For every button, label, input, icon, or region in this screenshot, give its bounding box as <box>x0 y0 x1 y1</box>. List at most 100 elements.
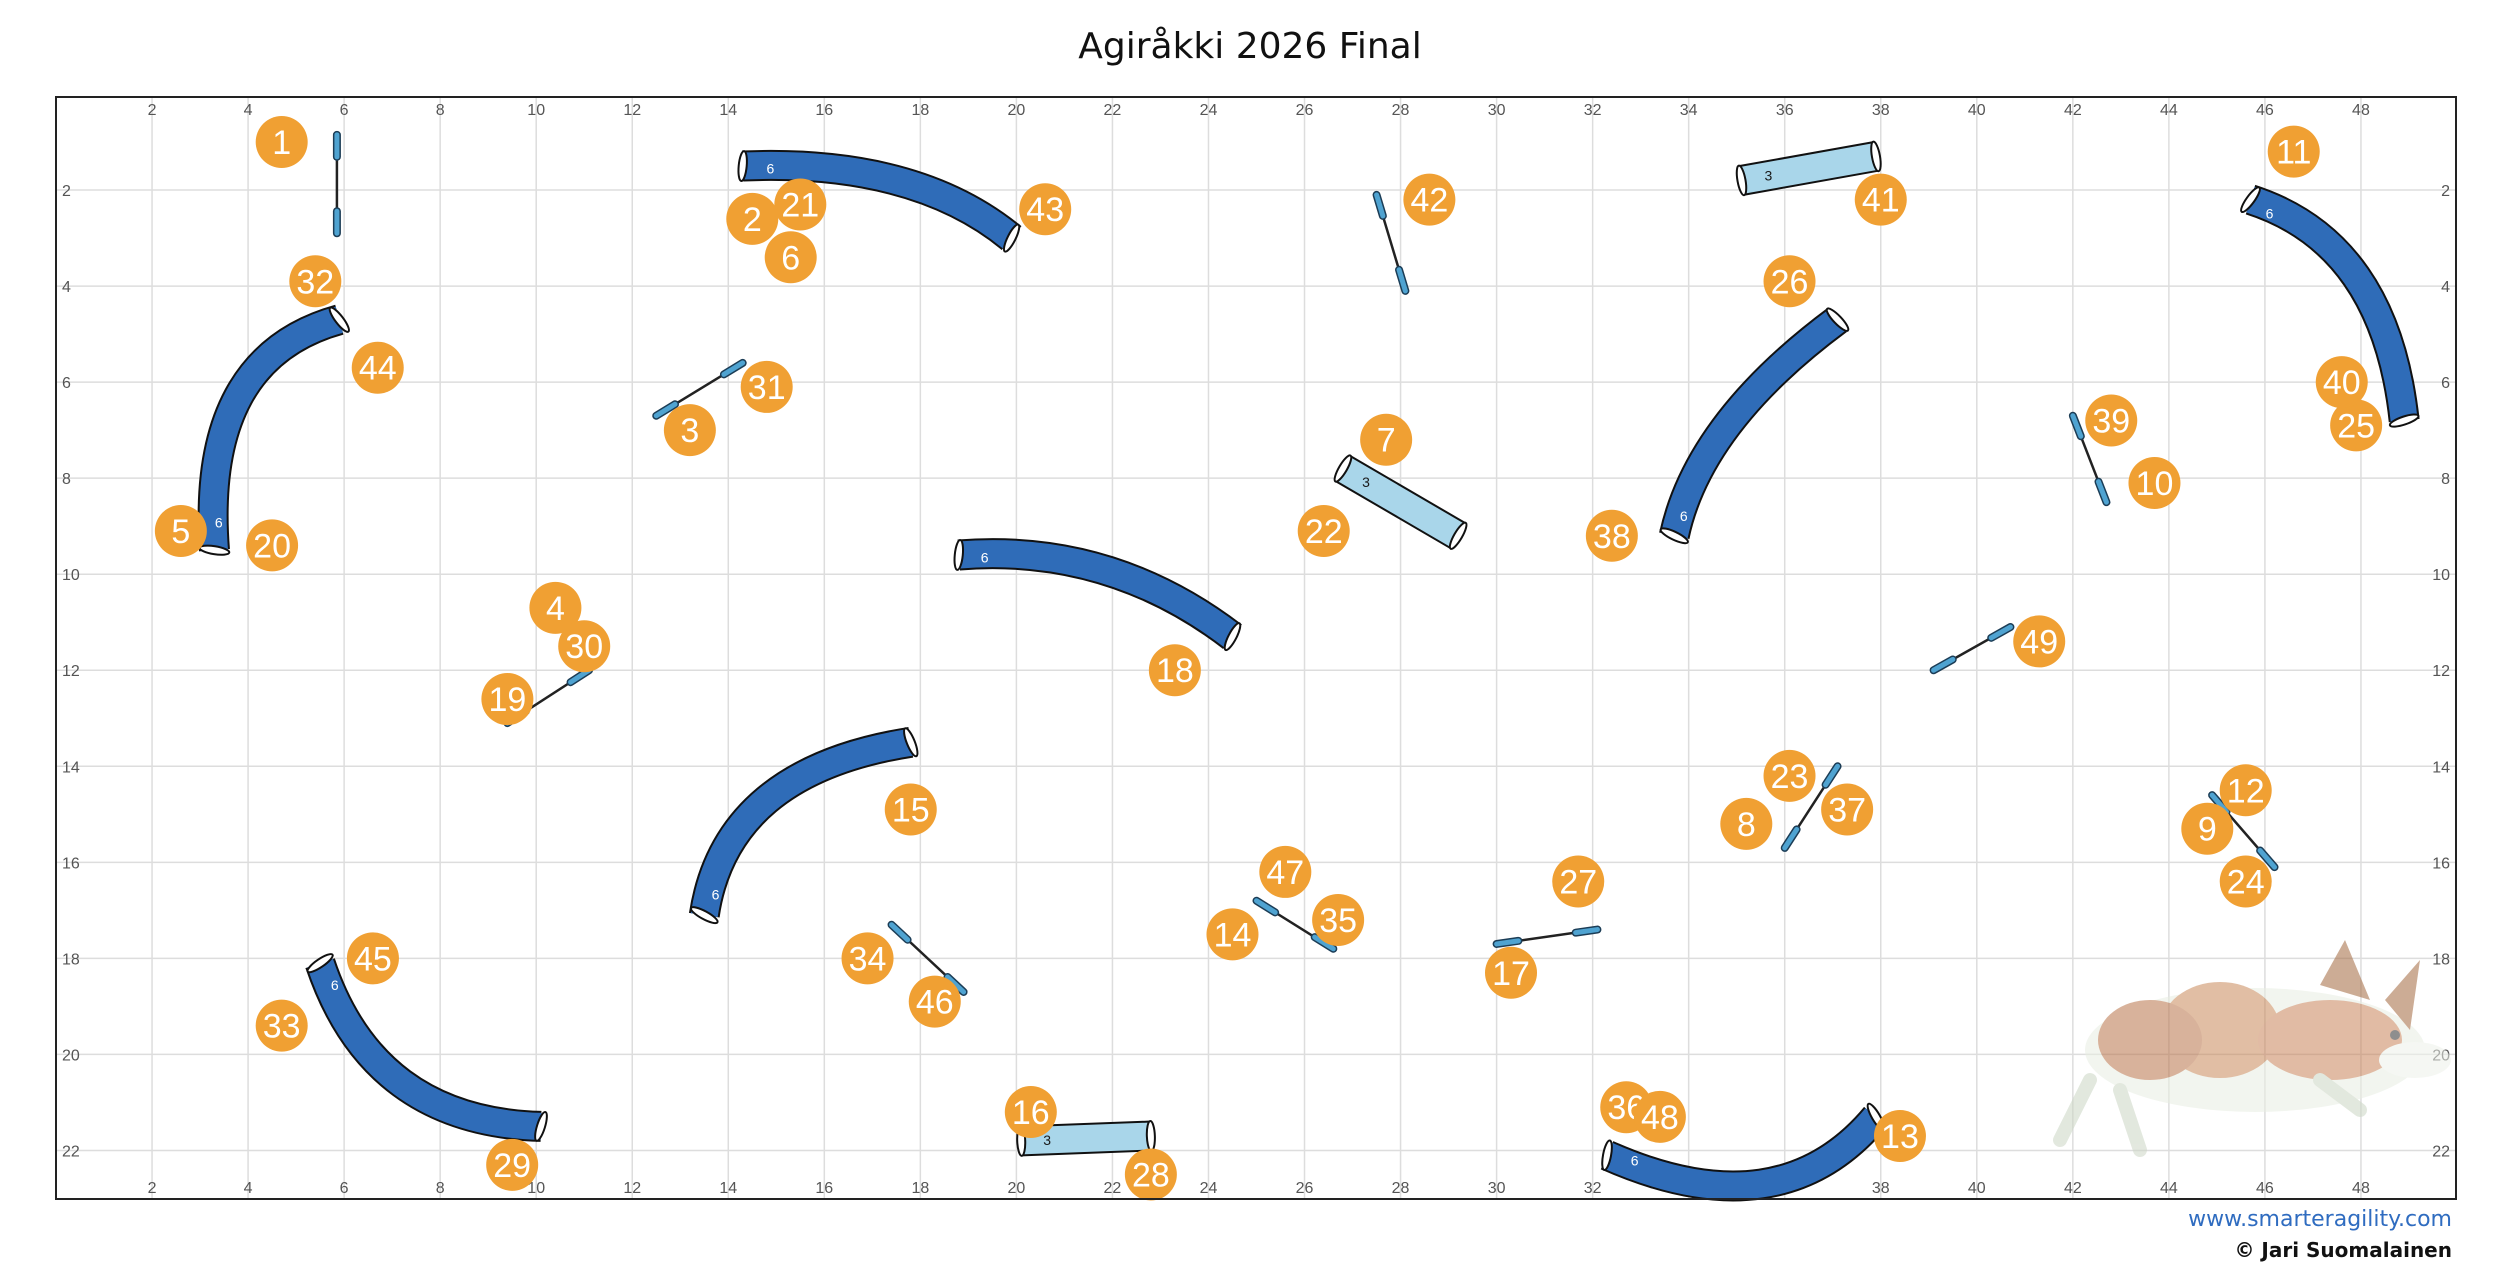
tunnel-opening <box>1333 454 1353 483</box>
y-tick-label-right: 18 <box>2432 951 2450 968</box>
grid-layer: 2244668810101212141416161818202022222424… <box>56 97 2456 1199</box>
x-tick-label-top: 20 <box>1008 102 1026 119</box>
x-tick-label-bottom: 30 <box>1488 1180 1506 1197</box>
jump-wing-fill <box>2095 479 2109 505</box>
obstacle-number: 13 <box>1881 1118 1919 1156</box>
tunnel-opening <box>737 150 748 182</box>
number-circle <box>1004 1086 1057 1139</box>
obstacle-number: 21 <box>781 186 819 224</box>
obstacle-number: 29 <box>493 1147 531 1185</box>
jump-wing-fill <box>1396 267 1408 294</box>
jump-wing-fill <box>1254 898 1278 915</box>
jump-wing-fill <box>568 667 592 685</box>
jump-wing-fill <box>944 974 967 995</box>
x-tick-label-bottom: 16 <box>815 1180 833 1197</box>
obstacle-number-badge: 15 <box>884 783 937 836</box>
number-circle <box>255 116 308 169</box>
straight-tunnel: 3 <box>1333 454 1468 550</box>
obstacle-number: 49 <box>2020 623 2058 661</box>
y-tick-label-right: 16 <box>2432 855 2450 872</box>
obstacle-number: 12 <box>2227 772 2265 810</box>
x-tick-label-bottom: 4 <box>244 1180 253 1197</box>
number-circle <box>529 581 582 634</box>
tunnel-length-label: 6 <box>766 161 774 177</box>
x-tick-label-top: 6 <box>340 102 349 119</box>
tunnel-length-label: 6 <box>712 886 720 902</box>
x-tick-label-bottom: 22 <box>1104 1180 1122 1197</box>
obstacle-number-badge: 1 <box>255 116 308 169</box>
y-tick-label-right: 22 <box>2432 1143 2450 1160</box>
tunnel-opening <box>1735 164 1748 197</box>
tunnel-opening <box>1870 140 1882 173</box>
obstacle-number: 37 <box>1828 791 1866 829</box>
tunnel-opening <box>1145 1120 1156 1153</box>
number-circle <box>2013 615 2066 668</box>
number-circle <box>558 620 611 673</box>
tunnel-body <box>690 728 913 918</box>
obstacle-number: 27 <box>1559 864 1597 902</box>
obstacle-number-badge: 43 <box>1019 183 1072 236</box>
tunnel-opening <box>689 906 719 925</box>
x-tick-label-top: 22 <box>1104 102 1122 119</box>
tunnel-body <box>742 151 1021 249</box>
obstacle-number-badge: 34 <box>841 932 894 985</box>
jump-obstacle <box>887 920 968 996</box>
straight-tunnel: 3 <box>1735 140 1882 197</box>
jump-wing-fill <box>889 922 911 943</box>
jump-obstacle <box>1252 896 1338 953</box>
curved-tunnel: 6 <box>305 953 548 1142</box>
obstacle-number-badge: 23 <box>1763 749 1816 802</box>
obstacle-number-badge: 13 <box>1873 1110 1926 1163</box>
website-link[interactable]: www.smarteragility.com <box>2188 1207 2452 1232</box>
number-circle <box>154 504 207 557</box>
x-tick-label-top: 4 <box>244 102 253 119</box>
number-circle <box>1206 908 1259 961</box>
x-tick-label-bottom: 26 <box>1296 1180 1314 1197</box>
obstacle-number-badge: 45 <box>346 932 399 985</box>
tunnel-body <box>1601 1108 1887 1200</box>
x-tick-label-bottom: 12 <box>623 1180 641 1197</box>
number-circle <box>246 519 299 572</box>
obstacle-number: 6 <box>781 239 800 277</box>
obstacle-number-badge: 22 <box>1297 504 1350 557</box>
x-tick-label-bottom: 24 <box>1200 1180 1218 1197</box>
x-tick-label-top: 38 <box>1872 102 1890 119</box>
x-tick-label-top: 44 <box>2160 102 2178 119</box>
obstacle-number: 14 <box>1214 916 1252 954</box>
curved-tunnel: 6 <box>1659 307 1850 545</box>
obstacle-number: 20 <box>253 527 291 565</box>
x-tick-label-bottom: 42 <box>2064 1180 2082 1197</box>
tunnel-opening <box>903 727 919 758</box>
curved-tunnel: 6 <box>737 149 1022 253</box>
obstacle-number-badge: 29 <box>486 1138 539 1191</box>
x-tick-label-bottom: 18 <box>911 1180 929 1197</box>
obstacle-number: 39 <box>2092 403 2130 441</box>
obstacle-number: 25 <box>2337 407 2375 445</box>
obstacle-number-badge: 27 <box>1552 855 1605 908</box>
jump-wing-fill <box>1931 656 1956 673</box>
obstacle-number: 1 <box>272 124 291 162</box>
x-tick-label-top: 10 <box>527 102 545 119</box>
obstacle-number-badge: 48 <box>1633 1090 1686 1143</box>
x-tick-label-bottom: 40 <box>1968 1180 1986 1197</box>
tunnel-length-label: 3 <box>1043 1132 1051 1148</box>
number-circle <box>289 255 342 308</box>
tunnel-body <box>2246 186 2418 422</box>
y-tick-label-left: 20 <box>62 1047 80 1064</box>
x-tick-label-top: 46 <box>2256 102 2274 119</box>
jump-wing-fill <box>1374 192 1386 219</box>
tunnel-body <box>307 958 542 1140</box>
obstacle-number-badge: 9 <box>2181 802 2234 855</box>
tunnel-opening <box>534 1111 548 1142</box>
x-tick-label-bottom: 14 <box>719 1180 737 1197</box>
y-tick-label-left: 4 <box>62 279 71 296</box>
number-circle <box>764 231 817 284</box>
tunnel-opening <box>1002 223 1021 253</box>
course-border <box>55 96 2457 1200</box>
x-tick-label-bottom: 8 <box>436 1180 445 1197</box>
x-tick-label-top: 32 <box>1584 102 1602 119</box>
obstacle-number: 16 <box>1012 1094 1050 1132</box>
y-tick-label-right: 8 <box>2441 471 2450 488</box>
x-tick-label-bottom: 10 <box>527 1180 545 1197</box>
jump-wing-fill <box>721 360 746 377</box>
